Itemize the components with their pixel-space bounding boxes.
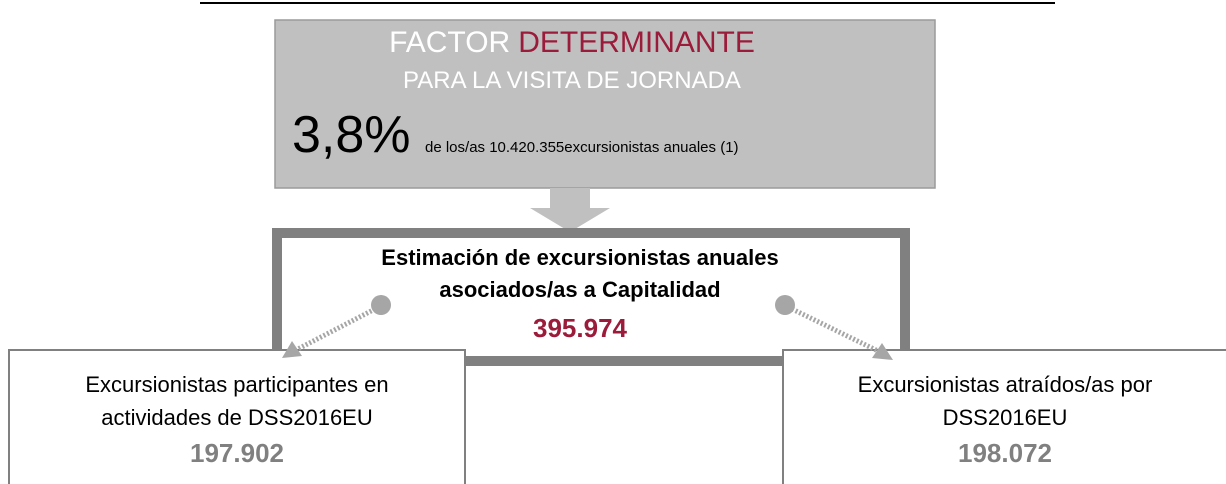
left-connector-dot <box>371 295 391 315</box>
left-value: 197.902 <box>190 438 284 468</box>
right-line2: DSS2016EU <box>943 405 1068 430</box>
left-line2: actividades de DSS2016EU <box>101 405 373 430</box>
left-line1: Excursionistas participantes en <box>85 372 388 397</box>
title-part1: FACTOR <box>389 26 510 59</box>
right-value: 198.072 <box>958 438 1052 468</box>
right-connector-dot <box>775 295 795 315</box>
percentage: 3,8% <box>292 106 411 164</box>
left-arrowhead <box>282 341 302 358</box>
factor-box <box>274 19 936 189</box>
center-line2: asociados/as a Capitalidad <box>439 277 720 302</box>
factor-description: de los/as 10.420.355excursionistas anual… <box>425 139 739 156</box>
left-connector <box>294 306 377 353</box>
factor-subtitle: PARA LA VISITA DE JORNADA <box>403 67 741 94</box>
left-box <box>8 349 466 484</box>
down-arrow <box>530 188 610 232</box>
title-part2: DETERMINANTE <box>518 26 755 59</box>
right-box <box>782 349 1226 484</box>
right-arrowhead <box>872 343 893 360</box>
center-value: 395.974 <box>533 313 628 343</box>
center-line1: Estimación de excursionistas anuales <box>381 245 778 270</box>
factor-title: FACTOR DETERMINANTE <box>389 26 755 59</box>
right-line1: Excursionistas atraídos/as por <box>858 372 1153 397</box>
